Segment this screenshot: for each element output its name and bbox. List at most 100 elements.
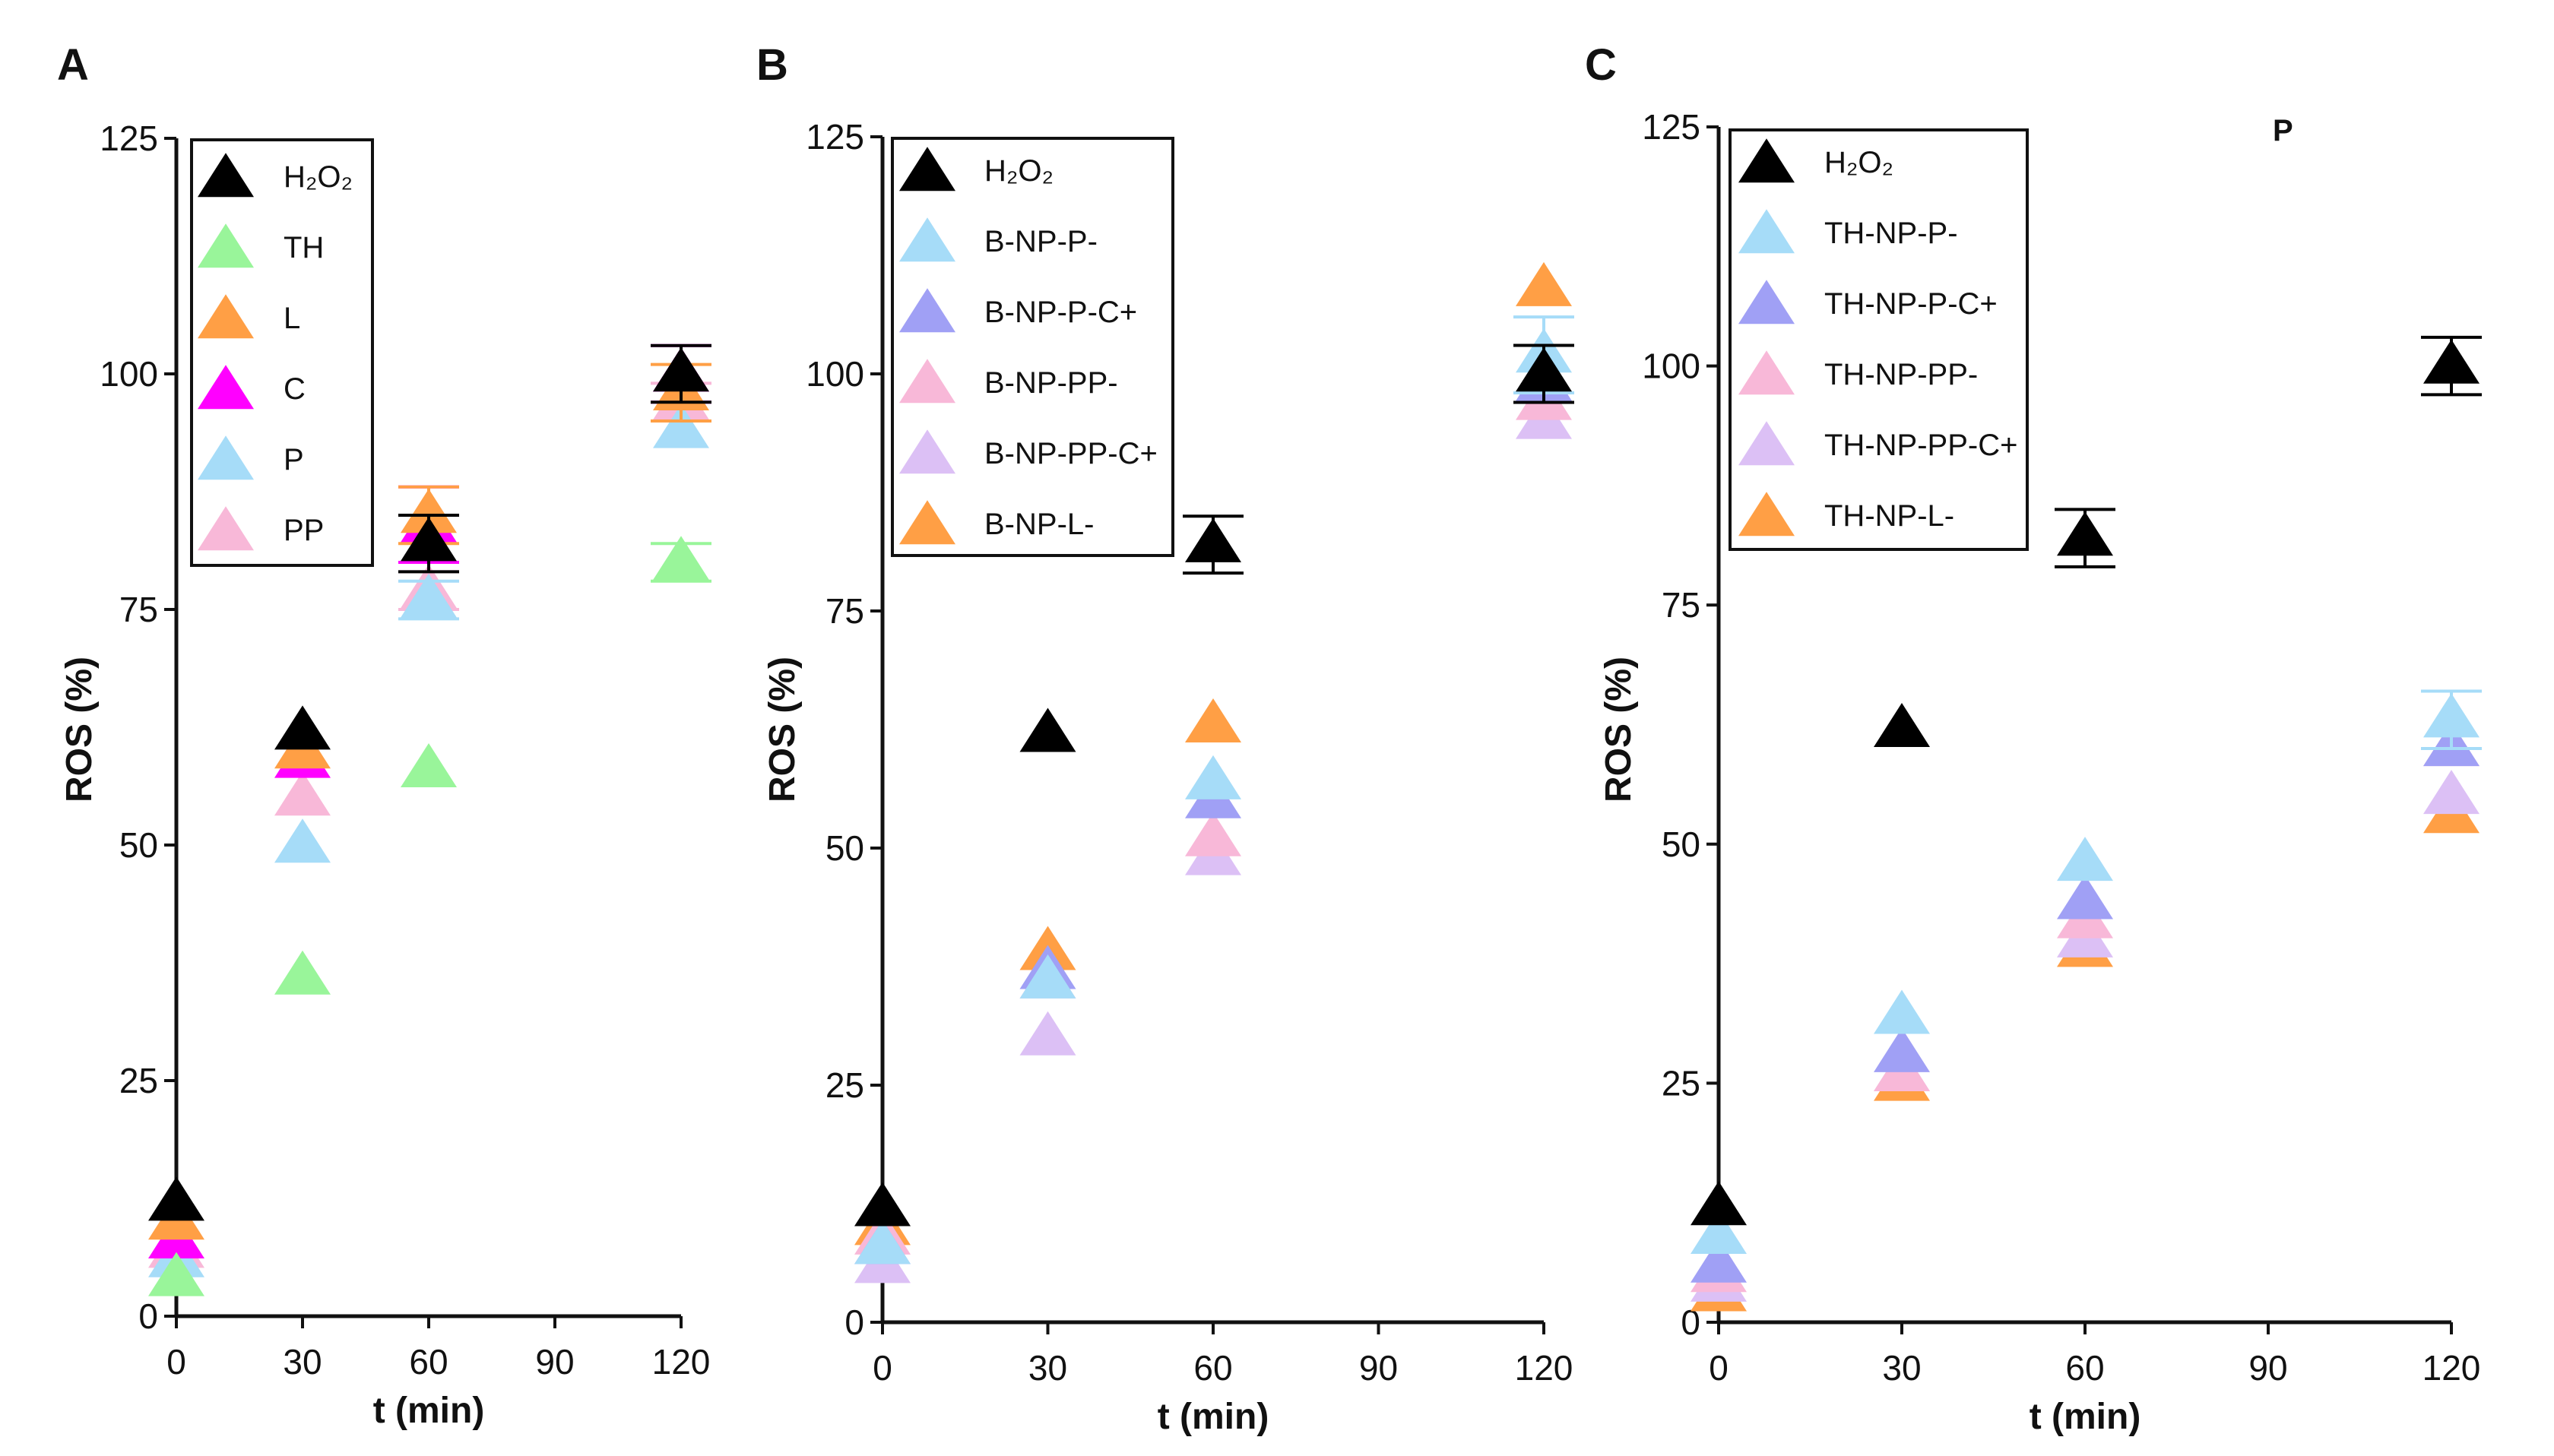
data-point bbox=[2423, 693, 2480, 738]
legend-marker bbox=[899, 288, 955, 333]
legend-label: L bbox=[284, 302, 300, 335]
y-tick-label: 125 bbox=[1642, 107, 1700, 147]
x-tick-label: 30 bbox=[1028, 1348, 1067, 1388]
data-point bbox=[1516, 261, 1572, 306]
y-tick-label: 50 bbox=[1662, 825, 1700, 864]
data-point bbox=[1691, 1181, 1747, 1226]
data-point bbox=[2057, 511, 2113, 556]
series-h-o- bbox=[854, 343, 1574, 1227]
legend-label: TH-NP-P-C+ bbox=[1824, 287, 1998, 321]
y-axis-label: ROS (%) bbox=[1599, 657, 1639, 802]
legend-box bbox=[190, 138, 374, 567]
legend-label: P bbox=[284, 443, 304, 476]
x-axis-label: t (min) bbox=[1158, 1397, 1269, 1437]
data-point bbox=[1691, 1209, 1747, 1254]
legend-label: C bbox=[284, 372, 306, 406]
x-axis-label: t (min) bbox=[2030, 1397, 2141, 1437]
y-tick-label: 75 bbox=[119, 590, 158, 629]
legend-box bbox=[1729, 128, 2029, 551]
x-tick-label: 0 bbox=[873, 1348, 892, 1388]
data-point bbox=[401, 573, 457, 618]
y-axis-label: ROS (%) bbox=[762, 657, 803, 802]
panel-a: A 0 25 50 75 100 125 0 30 60 90 120 t (min) ROS (%) H₂… bbox=[57, 40, 711, 1431]
legend-label: TH-NP-L- bbox=[1824, 499, 1954, 533]
legend-box bbox=[891, 137, 1174, 557]
data-point bbox=[274, 771, 331, 816]
data-point bbox=[148, 1252, 204, 1296]
data-point bbox=[653, 347, 709, 392]
legend-marker bbox=[899, 359, 955, 404]
legend-marker bbox=[1738, 280, 1795, 324]
legend: H₂O₂ TH-NP-P- TH-NP-P-C+ TH-NP-PP- TH-NP-PP-… bbox=[1729, 128, 2029, 551]
legend-marker bbox=[1738, 209, 1795, 254]
data-point bbox=[2057, 837, 2113, 882]
y-tick-label: 25 bbox=[1662, 1063, 1700, 1103]
data-point bbox=[274, 818, 331, 863]
legend-marker bbox=[198, 435, 254, 480]
data-point bbox=[1019, 1011, 1076, 1056]
x-tick-label: 30 bbox=[1882, 1348, 1921, 1388]
y-tick-label: 125 bbox=[100, 119, 158, 158]
x-tick-label: 60 bbox=[1193, 1348, 1232, 1388]
legend-label: TH bbox=[284, 231, 324, 264]
legend-marker bbox=[899, 217, 955, 262]
panel-label: B bbox=[756, 40, 788, 90]
panel-label: A bbox=[57, 40, 89, 90]
series-th-np-pp- bbox=[1691, 722, 2480, 1293]
legend-marker bbox=[198, 365, 254, 410]
y-tick-label: 100 bbox=[1642, 347, 1700, 386]
data-point bbox=[401, 517, 457, 562]
data-point bbox=[1874, 989, 1930, 1034]
legend-marker bbox=[1738, 421, 1795, 466]
legend-label: B-NP-PP-C+ bbox=[984, 437, 1158, 470]
legend-label: B-NP-PP- bbox=[984, 366, 1118, 400]
legend-label: TH-NP-PP-C+ bbox=[1824, 429, 2017, 462]
y-tick-label: 25 bbox=[825, 1065, 864, 1105]
data-point bbox=[274, 950, 331, 995]
series-h-o- bbox=[1691, 335, 2482, 1226]
x-tick-label: 120 bbox=[1515, 1348, 1573, 1388]
y-tick-label: 75 bbox=[1662, 585, 1700, 625]
x-tick-label: 60 bbox=[409, 1342, 448, 1382]
legend-marker bbox=[1738, 492, 1795, 537]
data-point bbox=[2423, 770, 2480, 815]
panel-b: B 0 25 50 75 100 125 0 30 60 90 120 t (min) ROS (%) H₂… bbox=[756, 40, 1574, 1437]
data-point bbox=[1185, 698, 1241, 742]
legend-marker bbox=[198, 223, 254, 268]
x-tick-label: 90 bbox=[1359, 1348, 1398, 1388]
data-point bbox=[401, 743, 457, 787]
data-point bbox=[1516, 347, 1572, 392]
data-point bbox=[854, 1182, 911, 1227]
series-th-np-p- bbox=[1691, 689, 2482, 1254]
data-point bbox=[1874, 1027, 1930, 1072]
legend-label: H₂O₂ bbox=[984, 154, 1054, 188]
x-tick-label: 60 bbox=[2065, 1348, 2104, 1388]
legend-label: B-NP-P-C+ bbox=[984, 296, 1137, 329]
data-point bbox=[1874, 702, 1930, 747]
y-tick-label: 125 bbox=[806, 117, 864, 157]
data-point bbox=[148, 1176, 204, 1221]
x-tick-label: 0 bbox=[1709, 1348, 1729, 1388]
annotation-label: P bbox=[2273, 114, 2293, 147]
legend-label: H₂O₂ bbox=[1824, 146, 1893, 179]
y-tick-label: 100 bbox=[806, 354, 864, 394]
legend-label: H₂O₂ bbox=[284, 160, 353, 194]
legend-label: PP bbox=[284, 514, 324, 547]
data-point bbox=[653, 536, 709, 581]
data-point bbox=[1185, 518, 1241, 562]
y-tick-label: 50 bbox=[825, 828, 864, 868]
x-tick-label: 120 bbox=[2422, 1348, 2481, 1388]
y-tick-label: 50 bbox=[119, 825, 158, 865]
legend-marker bbox=[198, 294, 254, 339]
y-tick-label: 0 bbox=[138, 1296, 158, 1336]
legend-label: B-NP-P- bbox=[984, 225, 1098, 258]
series-th bbox=[148, 536, 711, 1296]
data-point bbox=[2423, 339, 2480, 384]
legend-marker bbox=[198, 153, 254, 198]
data-point bbox=[1691, 1238, 1747, 1283]
data-point bbox=[1185, 755, 1241, 799]
y-tick-label: 25 bbox=[119, 1061, 158, 1100]
x-tick-label: 30 bbox=[283, 1342, 322, 1382]
